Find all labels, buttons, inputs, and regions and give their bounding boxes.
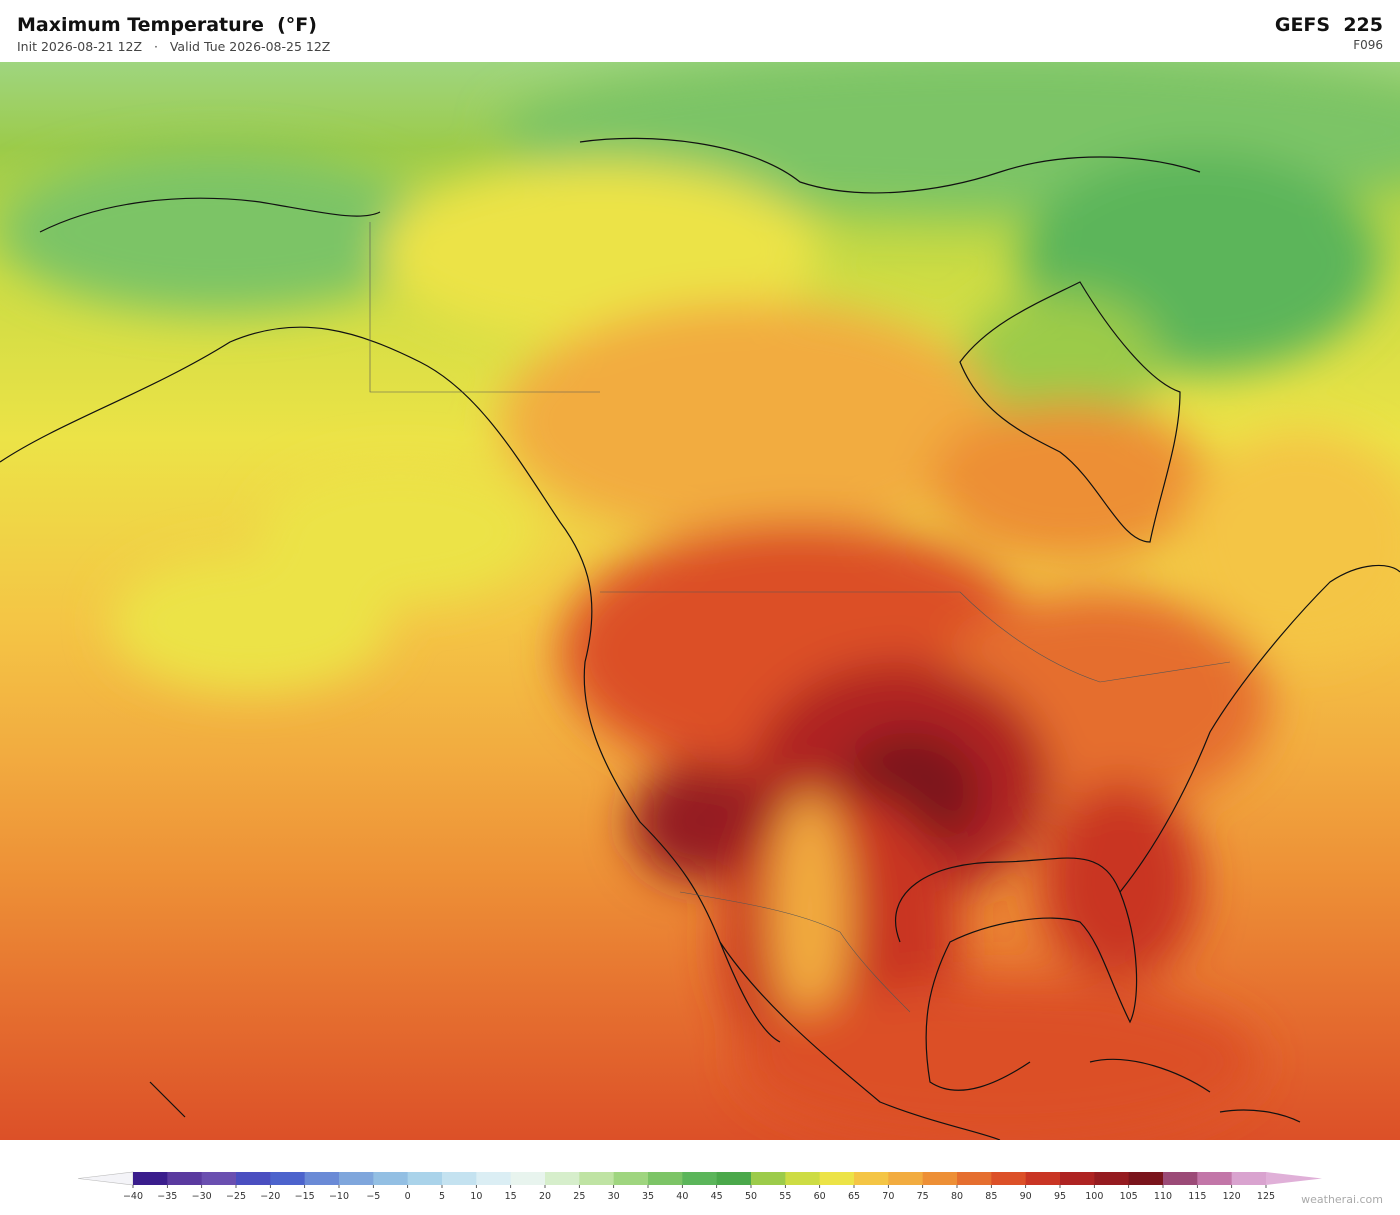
tick-label: 105: [1120, 1191, 1138, 1202]
color-box: [1231, 1172, 1267, 1185]
color-box: [682, 1172, 718, 1185]
tick-label: −40: [123, 1191, 143, 1202]
forecast-hour: F096: [1353, 38, 1383, 52]
color-box: [991, 1172, 1027, 1185]
color-box: [510, 1172, 546, 1185]
borders: [369, 222, 1231, 1013]
tick-label: 40: [676, 1191, 688, 1202]
color-box: [888, 1172, 924, 1185]
tick-label: 115: [1188, 1191, 1206, 1202]
color-box: [648, 1172, 683, 1185]
colorbar-under: [77, 1171, 134, 1186]
tick-label: 10: [470, 1191, 482, 1202]
tick-label: 55: [779, 1191, 791, 1202]
tick-label: 100: [1085, 1191, 1103, 1202]
color-box: [476, 1172, 512, 1185]
tick-label: 90: [1020, 1191, 1032, 1202]
tick-label: 65: [848, 1191, 860, 1202]
color-box: [716, 1172, 752, 1185]
color-box: [407, 1172, 443, 1185]
tick-label: 50: [745, 1191, 757, 1202]
tick-label: 60: [814, 1191, 826, 1202]
color-box: [201, 1172, 237, 1185]
tick-label: 75: [917, 1191, 929, 1202]
tick-label: 110: [1154, 1191, 1172, 1202]
tick-label: 0: [405, 1191, 411, 1202]
color-box: [1128, 1172, 1164, 1185]
color-box: [1094, 1172, 1130, 1185]
tick-label: −25: [226, 1191, 246, 1202]
model-label: GEFS 225: [1274, 14, 1383, 36]
tick-label: 120: [1223, 1191, 1241, 1202]
tick-label: 5: [439, 1191, 445, 1202]
color-box: [1197, 1172, 1233, 1185]
tick-label: 45: [711, 1191, 723, 1202]
color-box: [922, 1172, 958, 1185]
color-box: [304, 1172, 340, 1185]
tick-label: 70: [882, 1191, 894, 1202]
color-box: [373, 1172, 409, 1185]
tick-label: −30: [192, 1191, 212, 1202]
tick-label: 85: [985, 1191, 997, 1202]
colorbar-over: [1266, 1172, 1322, 1185]
tick-label: −5: [366, 1191, 380, 1202]
tick-label: −20: [260, 1191, 280, 1202]
color-box: [1025, 1172, 1061, 1185]
title: Maximum Temperature (°F): [17, 14, 317, 36]
color-box: [133, 1172, 168, 1185]
color-box: [1163, 1172, 1198, 1185]
colorbar: −40 −35 −30 −25 −20 −15 −10 −5 0 5 10 15 20 25 30 35 40 4…: [77, 1171, 1322, 1202]
color-box: [339, 1172, 374, 1185]
color-box: [167, 1172, 203, 1185]
color-box: [545, 1172, 580, 1185]
color-box: [579, 1172, 615, 1185]
tick-label: 80: [951, 1191, 963, 1202]
subtitle: Init 2026-08-21 12Z · Valid Tue 2026-08-…: [17, 39, 331, 54]
color-box: [1060, 1172, 1095, 1185]
color-box: [785, 1172, 821, 1185]
tick-label: 20: [539, 1191, 551, 1202]
color-box: [819, 1172, 855, 1185]
tick-label: −35: [157, 1191, 177, 1202]
tick-label: 95: [1054, 1191, 1066, 1202]
map: [0, 62, 1400, 1140]
color-box: [270, 1172, 306, 1185]
watermark: weatherai.com: [1301, 1193, 1383, 1206]
tick-label: 30: [608, 1191, 620, 1202]
coastlines: [0, 137, 1400, 1140]
color-box: [957, 1172, 992, 1185]
tick-label: −10: [329, 1191, 349, 1202]
color-box: [854, 1172, 889, 1185]
color-box: [751, 1172, 786, 1185]
color-box: [613, 1172, 649, 1185]
tick-label: 25: [573, 1191, 585, 1202]
color-box: [236, 1172, 271, 1185]
tick-label: 35: [642, 1191, 654, 1202]
color-box: [442, 1172, 477, 1185]
tick-label: 125: [1257, 1191, 1275, 1202]
tick-label: −15: [295, 1191, 315, 1202]
tick-label: 15: [505, 1191, 517, 1202]
